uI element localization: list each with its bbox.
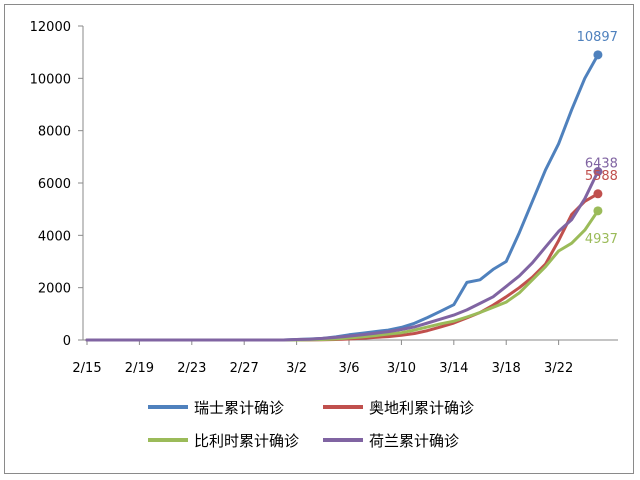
series-end-marker bbox=[593, 206, 603, 216]
series-end-marker bbox=[593, 167, 603, 177]
series-end-marker bbox=[593, 50, 603, 60]
x-ticks: 2/15 2/19 2/23 2/27 3/2 3/6 3/10 3/14 3/18 3/22 bbox=[72, 340, 573, 376]
y-tick-label: 6000 bbox=[38, 177, 71, 192]
x-tick-label: 2/19 bbox=[125, 361, 154, 376]
data-label: 10897 bbox=[577, 30, 618, 45]
legend-label: 瑞士累计确诊 bbox=[194, 399, 284, 417]
series-line bbox=[85, 192, 600, 342]
x-tick-label: 3/22 bbox=[544, 361, 573, 376]
data-label: 4937 bbox=[585, 232, 618, 247]
y-tick-label: 2000 bbox=[38, 282, 71, 297]
x-tick-label: 3/18 bbox=[492, 361, 521, 376]
y-tick-label: 0 bbox=[63, 334, 71, 349]
y-tick-label: 8000 bbox=[38, 125, 71, 140]
legend-label: 荷兰累计确诊 bbox=[369, 432, 459, 450]
series-line bbox=[85, 170, 600, 342]
y-tick-label: 12000 bbox=[30, 20, 71, 35]
x-tick-label: 2/27 bbox=[230, 361, 259, 376]
y-ticks: 0 2000 4000 6000 8000 10000 12000 bbox=[30, 20, 83, 349]
end-labels: 10897 5588 4937 6438 bbox=[577, 30, 618, 247]
x-tick-label: 3/2 bbox=[286, 361, 307, 376]
series-line bbox=[85, 53, 600, 342]
x-tick-label: 2/15 bbox=[72, 361, 101, 376]
x-tick-label: 3/6 bbox=[339, 361, 360, 376]
axes bbox=[82, 26, 618, 341]
y-tick-label: 4000 bbox=[38, 229, 71, 244]
series-lines bbox=[85, 50, 603, 342]
series-end-marker bbox=[593, 189, 603, 199]
legend-label: 比利时累计确诊 bbox=[194, 432, 299, 450]
data-label: 6438 bbox=[585, 157, 618, 172]
data-label: 5588 bbox=[585, 169, 618, 184]
y-tick-label: 10000 bbox=[30, 72, 71, 87]
x-tick-label: 2/23 bbox=[177, 361, 206, 376]
legend-label: 奥地利累计确诊 bbox=[369, 399, 474, 417]
chart-frame bbox=[4, 4, 634, 474]
x-tick-label: 3/14 bbox=[439, 361, 468, 376]
x-tick-label: 3/10 bbox=[387, 361, 416, 376]
